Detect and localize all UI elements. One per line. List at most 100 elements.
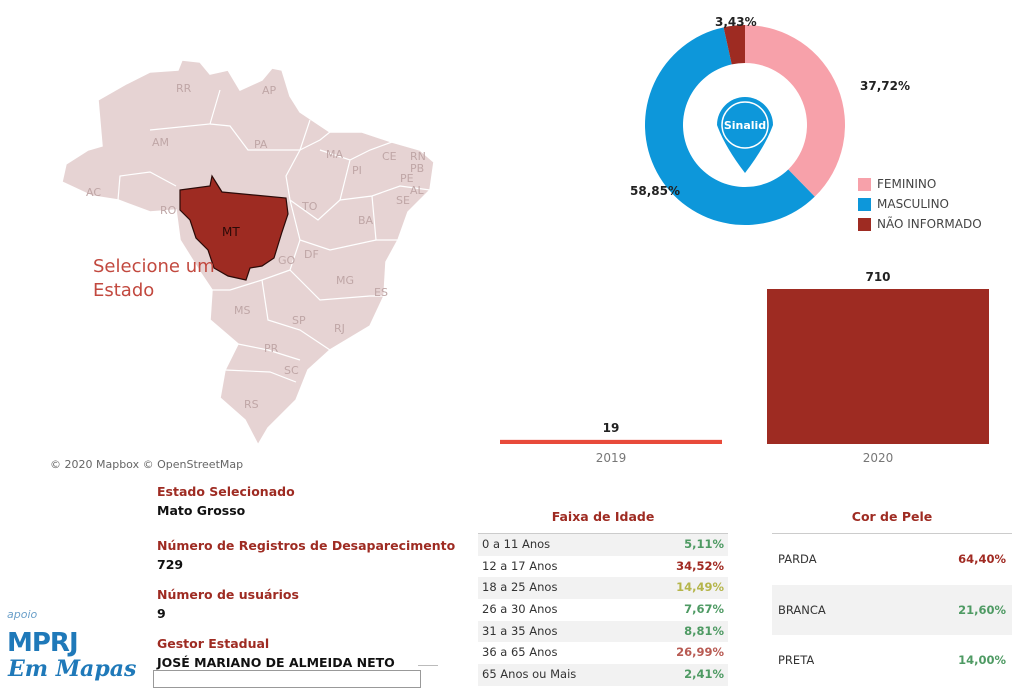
map-attribution[interactable]: © 2020 Mapbox © OpenStreetMap <box>50 458 244 471</box>
bar-value-label: 19 <box>603 421 620 435</box>
skin-label: BRANCA <box>778 602 826 617</box>
age-range-table: Faixa de Idade 0 a 11 Anos 5,11% 12 a 17 A… <box>478 505 728 686</box>
table-row[interactable]: 26 a 30 Anos 7,67% <box>478 599 728 621</box>
state-label-ms: MS <box>234 304 250 317</box>
skin-label: PRETA <box>778 653 815 667</box>
age-table-title: Faixa de Idade <box>478 505 728 534</box>
select-state-hint: Selecione um Estado <box>93 256 215 301</box>
state-label-rn: RN <box>410 150 426 163</box>
state-label-sc: SC <box>284 364 299 377</box>
donut-pct-label: 58,85% <box>630 184 680 198</box>
table-row[interactable]: PARDA 64,40% <box>772 534 1012 585</box>
table-row[interactable]: PRETA 14,00% <box>772 635 1012 686</box>
state-search-input[interactable] <box>153 670 421 688</box>
state-label-rr: RR <box>176 82 192 95</box>
state-label-ma: MA <box>326 148 343 161</box>
em-mapas-logo[interactable]: Em Mapas <box>8 656 137 682</box>
bar-2019[interactable] <box>500 439 722 444</box>
age-value: 8,81% <box>684 623 724 638</box>
state-label-pi: PI <box>352 164 362 177</box>
state-label-es: ES <box>374 286 388 299</box>
state-label-pe: PE <box>400 172 414 185</box>
yearly-bar-chart[interactable]: 19 2019 710 2020 <box>478 262 1008 472</box>
legend-swatch <box>858 177 871 191</box>
donut-segment-masculino[interactable] <box>645 27 815 225</box>
selected-state-info: Estado Selecionado Mato Grosso <box>157 484 295 518</box>
legend-masculino[interactable]: MASCULINO <box>858 194 982 214</box>
table-row[interactable]: 31 a 35 Anos 8,81% <box>478 620 728 643</box>
state-label-pa: PA <box>254 138 268 151</box>
state-label-ro: RO <box>160 204 177 217</box>
age-label: 26 a 30 Anos <box>482 602 558 617</box>
usuarios-value: 9 <box>157 606 166 621</box>
estado-label: Estado Selecionado <box>157 484 295 499</box>
state-label-ap: AP <box>262 84 277 97</box>
skin-value: 14,00% <box>958 653 1006 667</box>
age-label: 36 a 65 Anos <box>482 645 558 660</box>
table-row[interactable]: BRANCA 21,60% <box>772 584 1012 635</box>
legend-feminino[interactable]: FEMININO <box>858 174 982 194</box>
table-row[interactable]: 36 a 65 Anos 26,99% <box>478 642 728 664</box>
age-label: 18 a 25 Anos <box>482 580 558 595</box>
gestor-info: Gestor Estadual JOSÉ MARIANO DE ALMEIDA … <box>157 636 395 670</box>
registros-info: Número de Registros de Desaparecimento 7… <box>157 538 455 572</box>
state-label-df: DF <box>304 248 319 261</box>
state-label-ba: BA <box>358 214 374 227</box>
age-label: 12 a 17 Anos <box>482 558 558 573</box>
state-label-mg: MG <box>336 274 354 287</box>
donut-pct-label: 3,43% <box>715 15 757 29</box>
age-label: 65 Anos ou Mais <box>482 667 577 682</box>
bar-2020[interactable] <box>767 289 989 444</box>
registros-label: Número de Registros de Desaparecimento <box>157 538 456 553</box>
donut-segment-feminino[interactable] <box>745 25 845 197</box>
state-mt[interactable] <box>179 174 289 281</box>
skin-value: 64,40% <box>958 552 1006 566</box>
age-value: 5,11% <box>684 537 724 551</box>
age-value: 26,99% <box>676 645 724 660</box>
age-value: 14,49% <box>676 580 724 595</box>
table-row[interactable]: 0 a 11 Anos 5,11% <box>478 534 728 556</box>
skin-color-table: Cor de Pele PARDA 64,40% BRANCA 21,60% PRETA… <box>772 505 1012 686</box>
gestor-label: Gestor Estadual <box>157 636 270 651</box>
bar-category-label: 2020 <box>863 451 894 465</box>
sinalid-logo: Sinalid <box>717 97 773 173</box>
state-label-sp: SP <box>292 314 306 327</box>
state-label-ac: AC <box>86 186 101 199</box>
gender-donut-chart[interactable]: 37,72% 58,85% 3,43% Sinalid <box>600 0 1020 260</box>
age-value: 7,67% <box>684 602 724 617</box>
state-borders <box>117 89 431 383</box>
selected-state-label: MT <box>222 225 240 239</box>
mprj-logo[interactable]: MPRJ <box>7 628 79 658</box>
age-label: 0 a 11 Anos <box>482 537 551 551</box>
state-label-ce: CE <box>382 150 397 163</box>
donut-pct-label: 37,72% <box>860 79 910 93</box>
state-label-to: TO <box>301 200 318 213</box>
state-label-al: AL <box>410 184 425 197</box>
bar-category-label: 2019 <box>596 451 627 465</box>
age-value: 2,41% <box>684 667 724 682</box>
state-label-am: AM <box>152 136 169 149</box>
state-label-rj: RJ <box>334 322 345 335</box>
table-row[interactable]: 18 a 25 Anos 14,49% <box>478 577 728 600</box>
legend-nao-informado[interactable]: NÃO INFORMADO <box>858 214 982 234</box>
estado-value: Mato Grosso <box>157 503 246 518</box>
gender-legend: FEMININO MASCULINO NÃO INFORMADO <box>858 174 982 234</box>
gestor-value: JOSÉ MARIANO DE ALMEIDA NETO <box>157 655 395 670</box>
age-value: 34,52% <box>676 558 724 573</box>
state-label-rs: RS <box>244 398 259 411</box>
donut-segment-noinformado[interactable] <box>723 25 745 65</box>
svg-text:Sinalid: Sinalid <box>724 119 766 132</box>
legend-swatch <box>858 197 871 211</box>
bar-value-label: 710 <box>865 270 890 284</box>
usuarios-label: Número de usuários <box>157 587 299 602</box>
apoio-label: apoio <box>7 608 38 621</box>
skin-label: PARDA <box>778 552 817 566</box>
table-row[interactable]: 65 Anos ou Mais 2,41% <box>478 664 728 686</box>
usuarios-info: Número de usuários 9 <box>157 587 299 621</box>
skin-table-title: Cor de Pele <box>772 505 1012 534</box>
divider <box>418 665 438 666</box>
state-label-pb: PB <box>410 162 424 175</box>
table-row[interactable]: 12 a 17 Anos 34,52% <box>478 556 728 578</box>
